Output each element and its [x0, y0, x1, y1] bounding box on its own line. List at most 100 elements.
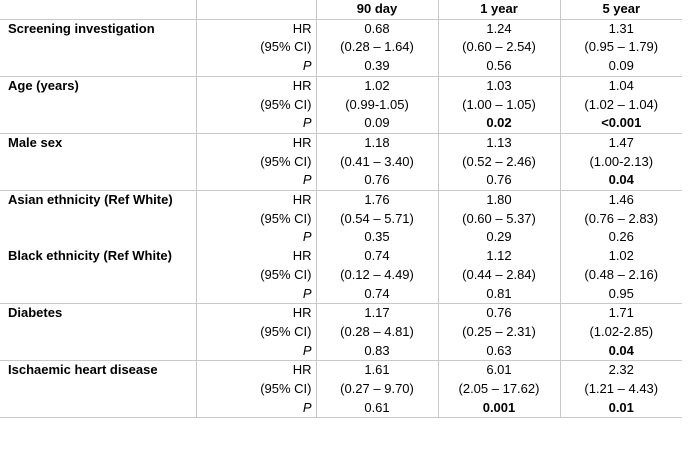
- statistic-label: HR: [195, 190, 316, 210]
- value-90-day: (0.41 – 3.40): [315, 152, 438, 172]
- value-1-year: (0.25 – 2.31): [437, 322, 560, 342]
- value-5-year: (0.95 – 1.79): [559, 38, 682, 58]
- variable-label: [0, 228, 196, 247]
- value-5-year: 2.32: [559, 360, 682, 381]
- table-row: (95% CI) (0.28 – 4.81) (0.25 – 2.31) (1.02-…: [0, 322, 682, 342]
- table-row: Ischaemic heart disease HR 1.61 6.01 2.32: [0, 360, 682, 381]
- table-body: 90 day 1 year 5 year Screening investiga…: [0, 0, 682, 419]
- variable-label: [0, 380, 196, 399]
- variable-label: [0, 323, 196, 342]
- statistic-label: HR: [195, 133, 316, 153]
- variable-label: [0, 96, 196, 115]
- value-1-year: 0.56: [437, 57, 560, 77]
- value-5-year: 1.02: [559, 247, 682, 266]
- statistic-label: HR: [195, 247, 316, 266]
- variable-label: Black ethnicity (Ref White): [8, 248, 172, 264]
- value-90-day: (0.54 – 5.71): [315, 209, 438, 229]
- value-90-day: 1.76: [315, 190, 438, 210]
- value-90-day: 0.39: [315, 57, 438, 77]
- table-row: P 0.39 0.56 0.09: [0, 57, 682, 77]
- value-5-year: (1.02-2.85): [559, 322, 682, 342]
- value-5-year: 0.95: [559, 284, 682, 305]
- value-90-day: 1.61: [315, 360, 438, 381]
- value-1-year: (0.44 – 2.84): [437, 265, 560, 285]
- value-1-year: 0.02: [437, 114, 560, 134]
- value-1-year: 6.01: [437, 360, 560, 381]
- statistic-label: P: [195, 284, 316, 305]
- value-5-year: (0.48 – 2.16): [559, 265, 682, 285]
- variable-label: Ischaemic heart disease: [8, 362, 158, 378]
- value-1-year: 0.76: [437, 171, 560, 192]
- table-row: (95% CI) (0.99-1.05) (1.00 – 1.05) (1.02 – …: [0, 95, 682, 115]
- statistic-label: P: [195, 171, 316, 192]
- statistic-label: HR: [195, 303, 316, 323]
- value-90-day: 0.61: [315, 398, 438, 419]
- table-row: Black ethnicity (Ref White) HR 0.74 1.12 1.0…: [0, 247, 682, 266]
- value-5-year: 1.71: [559, 303, 682, 323]
- variable-label: [0, 38, 196, 57]
- variable-label: [0, 171, 196, 192]
- value-90-day: (0.27 – 9.70): [315, 380, 438, 399]
- statistic-label: P: [195, 114, 316, 134]
- value-1-year: 0.63: [437, 341, 560, 362]
- statistic-label: P: [195, 228, 316, 248]
- value-5-year: <0.001: [559, 114, 682, 134]
- table-row: Male sex HR 1.18 1.13 1.47: [0, 133, 682, 153]
- value-5-year: 1.04: [559, 76, 682, 96]
- value-90-day: (0.99-1.05): [315, 95, 438, 115]
- table-row: (95% CI) (0.27 – 9.70) (2.05 – 17.62) (1.21…: [0, 380, 682, 399]
- statistic-label: (95% CI): [195, 95, 316, 115]
- variable-label: [0, 398, 196, 419]
- variable-label: [0, 210, 196, 229]
- statistic-label: (95% CI): [195, 380, 316, 399]
- variable-label: [0, 153, 196, 172]
- value-1-year: 0.76: [437, 303, 560, 323]
- value-1-year: 1.24: [437, 19, 560, 39]
- value-90-day: 0.83: [315, 341, 438, 362]
- variable-label: [0, 57, 196, 77]
- value-5-year: (0.76 – 2.83): [559, 209, 682, 229]
- table-row: (95% CI) (0.54 – 5.71) (0.60 – 5.37) (0.76 …: [0, 209, 682, 229]
- value-5-year: 0.04: [559, 171, 682, 192]
- table-row: Screening investigation HR 0.68 1.24 1.31: [0, 19, 682, 39]
- value-1-year: (0.60 – 5.37): [437, 209, 560, 229]
- variable-label: [0, 266, 196, 285]
- value-90-day: 1.02: [315, 76, 438, 96]
- statistic-label: HR: [195, 19, 316, 39]
- value-5-year: 0.09: [559, 57, 682, 77]
- table-row: (95% CI) (0.12 – 4.49) (0.44 – 2.84) (0.48 …: [0, 265, 682, 285]
- variable-label: Diabetes: [8, 305, 63, 321]
- table-row: P 0.61 0.001 0.01: [0, 398, 682, 419]
- table-row: Age (years) HR 1.02 1.03 1.04: [0, 76, 682, 96]
- statistic-label: (95% CI): [195, 38, 316, 58]
- statistic-label: (95% CI): [195, 152, 316, 172]
- value-1-year: (0.52 – 2.46): [437, 152, 560, 172]
- variable-label: [0, 341, 196, 362]
- column-header-variable: [0, 0, 196, 20]
- value-1-year: 1.13: [437, 133, 560, 153]
- statistic-label: P: [195, 398, 316, 419]
- variable-label: [0, 284, 196, 305]
- value-1-year: 0.29: [437, 228, 560, 248]
- table-row: P 0.83 0.63 0.04: [0, 341, 682, 362]
- value-90-day: 0.76: [315, 171, 438, 192]
- value-90-day: (0.28 – 1.64): [315, 38, 438, 58]
- variable-label: Age (years): [8, 77, 79, 93]
- value-90-day: 0.74: [315, 284, 438, 305]
- value-5-year: 0.26: [559, 228, 682, 248]
- variable-label: Screening investigation: [8, 20, 155, 36]
- table-row: Diabetes HR 1.17 0.76 1.71: [0, 303, 682, 323]
- value-5-year: 1.31: [559, 19, 682, 39]
- value-5-year: 0.04: [559, 341, 682, 362]
- value-1-year: (0.60 – 2.54): [437, 38, 560, 58]
- table-row: Asian ethnicity (Ref White) HR 1.76 1.80 1.4…: [0, 190, 682, 210]
- value-1-year: (2.05 – 17.62): [437, 380, 560, 399]
- statistic-label: (95% CI): [195, 322, 316, 342]
- value-90-day: 0.68: [315, 19, 438, 39]
- statistic-label: P: [195, 57, 316, 77]
- table-row: (95% CI) (0.28 – 1.64) (0.60 – 2.54) (0.95 …: [0, 38, 682, 58]
- value-1-year: 1.12: [437, 247, 560, 266]
- value-5-year: (1.21 – 4.43): [559, 380, 682, 399]
- value-5-year: 0.01: [559, 398, 682, 419]
- value-1-year: 0.001: [437, 398, 560, 419]
